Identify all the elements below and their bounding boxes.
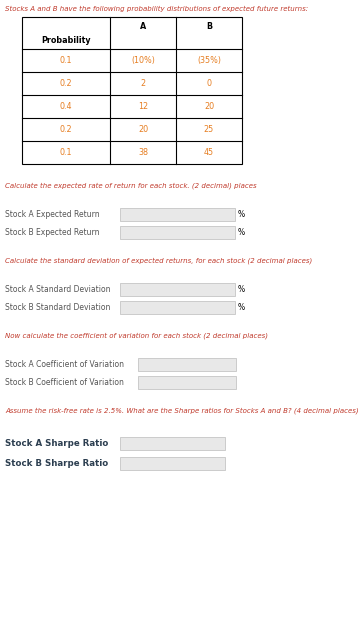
Text: 2: 2 [140, 79, 145, 88]
Text: Stock B Coefficient of Variation: Stock B Coefficient of Variation [5, 378, 124, 387]
Text: %: % [238, 285, 245, 294]
Bar [120, 208, 235, 221]
Text: 0: 0 [207, 79, 212, 88]
Text: 25: 25 [204, 125, 214, 134]
Text: Calculate the standard deviation of expected returns, for each stock (2 decimal : Calculate the standard deviation of expe… [5, 257, 312, 264]
Text: Stock B Standard Deviation: Stock B Standard Deviation [5, 303, 111, 312]
Text: Now calculate the coefficient of variation for each stock (2 decimal places): Now calculate the coefficient of variati… [5, 332, 268, 339]
Bar [120, 437, 225, 450]
Text: 12: 12 [138, 102, 148, 111]
Text: 45: 45 [204, 148, 214, 157]
Text: 0.1: 0.1 [60, 148, 72, 157]
Text: Calculate the expected rate of return for each stock. (2 decimal) places: Calculate the expected rate of return fo… [5, 182, 257, 189]
Text: Assume the risk-free rate is 2.5%. What are the Sharpe ratios for Stocks A and B: Assume the risk-free rate is 2.5%. What … [5, 407, 359, 414]
Text: 0.2: 0.2 [60, 125, 72, 134]
Bar [120, 226, 235, 239]
Text: A: A [140, 22, 146, 31]
Text: (10%): (10%) [131, 56, 155, 65]
Bar [138, 376, 236, 389]
Bar [120, 301, 235, 314]
Bar [120, 457, 225, 470]
Bar [22, 17, 242, 164]
Bar [120, 283, 235, 296]
Text: 0.4: 0.4 [60, 102, 72, 111]
Text: Stock A Sharpe Ratio: Stock A Sharpe Ratio [5, 439, 108, 448]
Text: %: % [238, 228, 245, 237]
Bar [138, 358, 236, 371]
Text: Stock B Expected Return: Stock B Expected Return [5, 228, 99, 237]
Text: 0.1: 0.1 [60, 56, 72, 65]
Text: 0.2: 0.2 [60, 79, 72, 88]
Text: Probability: Probability [41, 36, 91, 45]
Text: Stock B Sharpe Ratio: Stock B Sharpe Ratio [5, 459, 108, 468]
Text: Stock A Expected Return: Stock A Expected Return [5, 210, 100, 219]
Text: Stock A Coefficient of Variation: Stock A Coefficient of Variation [5, 360, 124, 369]
Text: B: B [206, 22, 212, 31]
Text: Stocks A and B have the following probability distributions of expected future r: Stocks A and B have the following probab… [5, 6, 308, 12]
Text: 20: 20 [138, 125, 148, 134]
Text: Stock A Standard Deviation: Stock A Standard Deviation [5, 285, 111, 294]
Text: (35%): (35%) [197, 56, 221, 65]
Text: 20: 20 [204, 102, 214, 111]
Text: 38: 38 [138, 148, 148, 157]
Text: %: % [238, 210, 245, 219]
Text: %: % [238, 303, 245, 312]
